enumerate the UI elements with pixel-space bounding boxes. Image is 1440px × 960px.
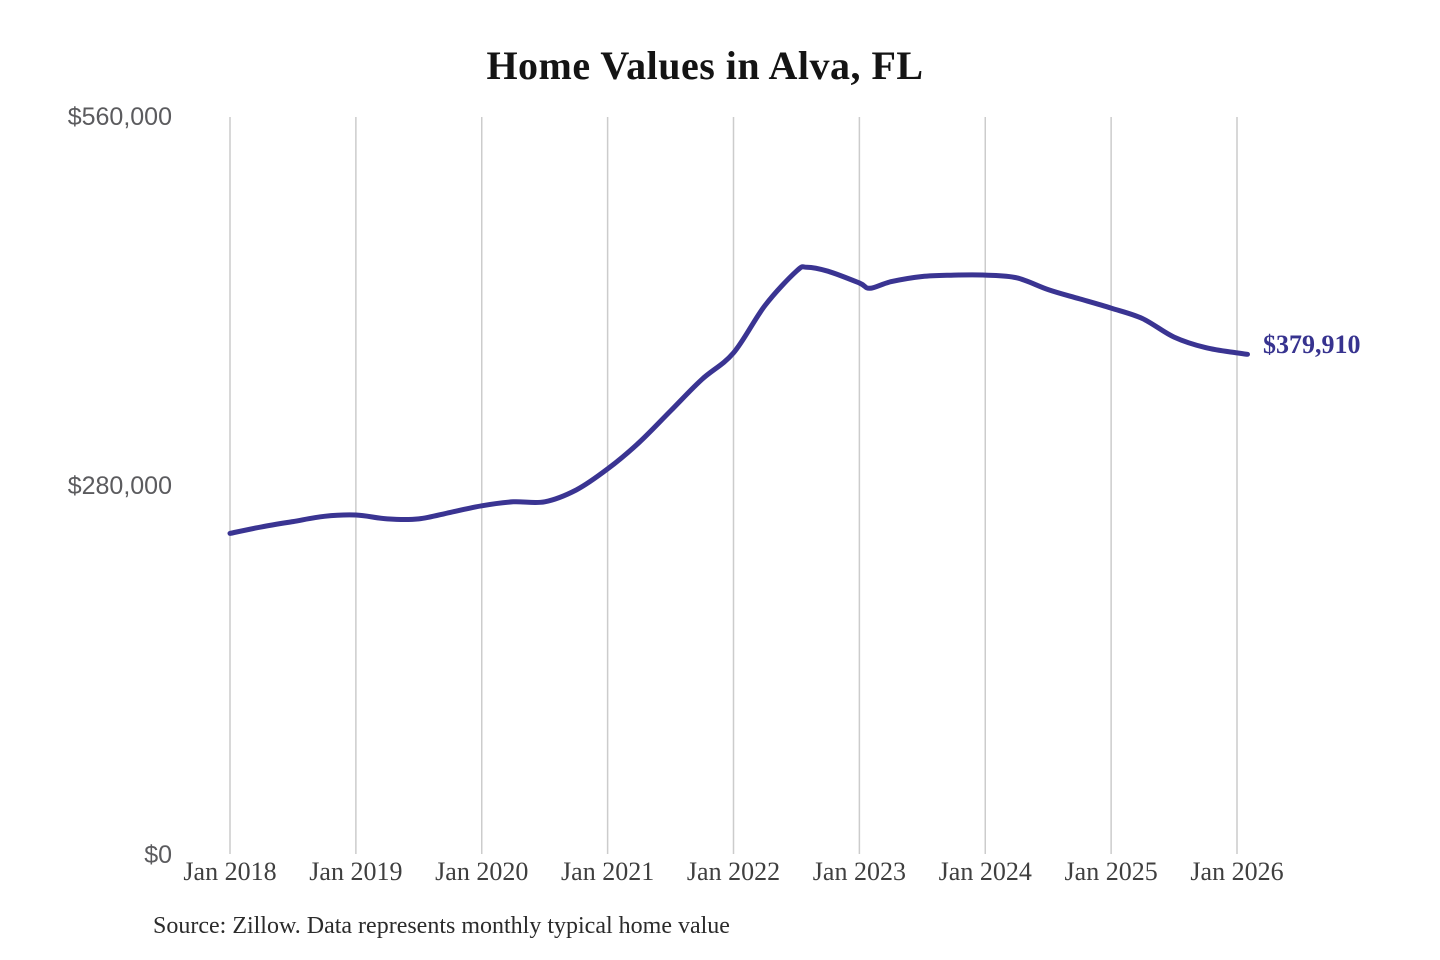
value-line-series (227, 264, 1250, 536)
y-axis-tick-label: $280,000 (67, 472, 172, 500)
x-axis-tick-label: Jan 2023 (812, 857, 906, 886)
y-axis-tick-label: $0 (144, 841, 172, 869)
x-axis-tick-label: Jan 2024 (938, 857, 1032, 886)
latest-value-label: $379,910 (1263, 330, 1361, 359)
chart-title: Home Values in Alva, FL (486, 43, 924, 88)
x-axis-tick-label: Jan 2026 (1190, 857, 1284, 886)
x-axis-tick-label: Jan 2019 (309, 857, 403, 886)
x-axis-tick-label: Jan 2022 (686, 857, 781, 886)
y-axis-tick-label: $560,000 (67, 103, 172, 131)
x-axis-tick-label: Jan 2018 (183, 857, 277, 886)
source-note: Source: Zillow. Data represents monthly … (153, 913, 730, 939)
x-axis-tick-label: Jan 2020 (435, 857, 529, 886)
gridlines (229, 117, 1238, 854)
x-axis-tick-label: Jan 2021 (561, 857, 655, 886)
x-axis-tick-label: Jan 2025 (1064, 857, 1158, 886)
